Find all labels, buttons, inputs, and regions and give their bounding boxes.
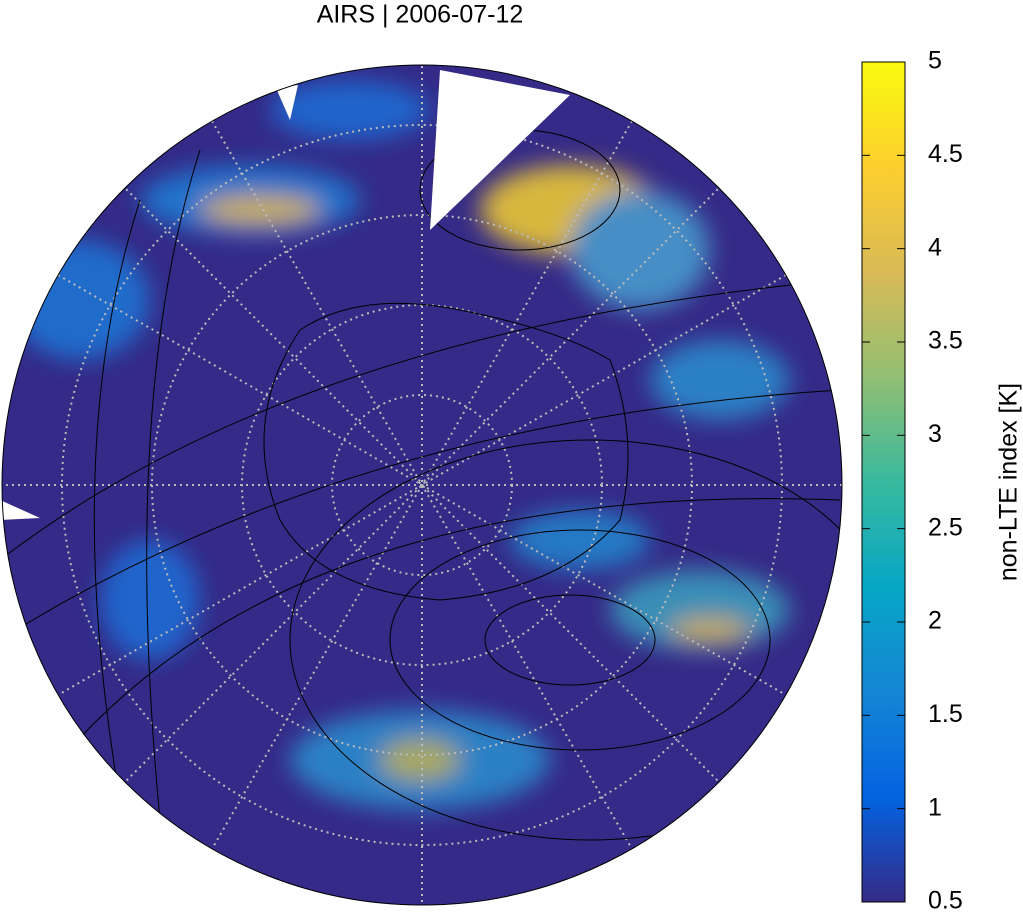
tick-label: 5 <box>928 47 942 75</box>
tick-label: 3 <box>928 420 942 448</box>
tick-label: 2 <box>928 607 942 635</box>
tick-label: 1 <box>928 793 942 821</box>
tick-label: 0.5 <box>928 887 963 913</box>
map <box>2 65 842 905</box>
title: AIRS | 2006-07-12 <box>317 1 524 29</box>
colorbar-label: non-LTE index [K] <box>995 383 1023 581</box>
tick-label: 4.5 <box>928 140 963 168</box>
tick-label: 4 <box>928 233 942 261</box>
colorbar <box>861 61 906 903</box>
tick-label: 2.5 <box>928 513 963 541</box>
tick-label: 3.5 <box>928 327 963 355</box>
tick-label: 1.5 <box>928 700 963 728</box>
